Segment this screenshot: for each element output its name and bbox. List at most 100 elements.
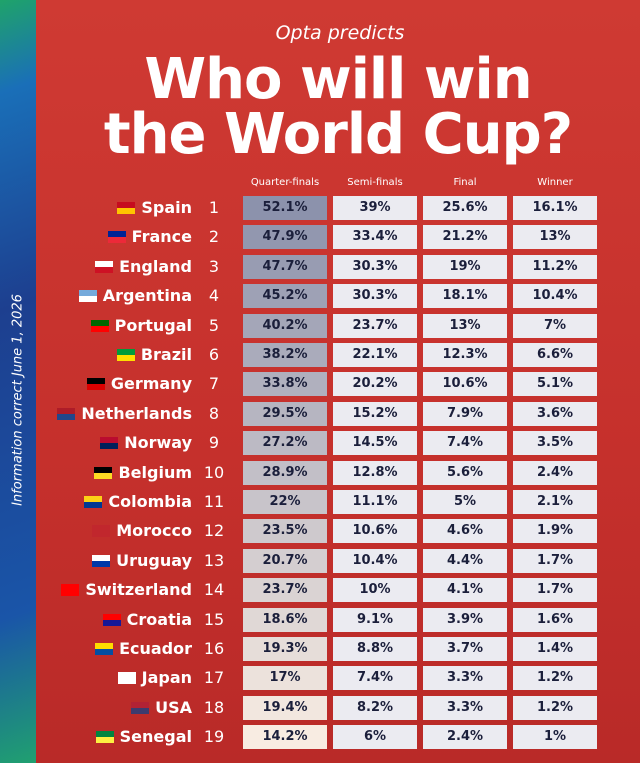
probability-cell: 18.1% — [423, 284, 507, 309]
probability-cell: 10.4% — [333, 548, 417, 573]
column-header: Winner — [537, 177, 573, 188]
rank: 5 — [208, 315, 220, 335]
probability-cell: 52.1% — [243, 196, 327, 220]
probability-cell: 10.4% — [513, 284, 597, 309]
probability-cell: 4.4% — [423, 548, 507, 573]
probability-cell: 29.5% — [243, 401, 327, 426]
rank: 2 — [208, 227, 220, 247]
flag — [100, 437, 118, 450]
rank: 3 — [208, 256, 220, 276]
flag — [118, 672, 136, 685]
probability-cell: 7.4% — [423, 431, 507, 456]
team-name: Ecuador — [119, 639, 192, 658]
probability-cell: 13% — [423, 313, 507, 338]
rank: 1 — [208, 198, 220, 217]
rank: 9 — [208, 433, 220, 453]
rank: 10 — [203, 462, 225, 482]
probability-cell: 2.4% — [513, 460, 597, 485]
column-header: Quarter-finals — [250, 177, 320, 188]
column-header: Final — [453, 177, 477, 188]
probability-cell: 4.6% — [423, 519, 507, 544]
probability-cell: 17% — [243, 666, 327, 691]
side-note: Information correct June 1, 2026 — [10, 294, 26, 506]
probability-cell: 21.2% — [423, 225, 507, 250]
flag — [131, 701, 149, 714]
rank: 4 — [208, 286, 220, 306]
probability-cell: 47.9% — [243, 225, 327, 250]
probability-cell: 10% — [333, 578, 417, 603]
flag — [94, 466, 112, 479]
team-name: Croatia — [126, 609, 192, 629]
probability-cell: 1.4% — [513, 637, 597, 661]
team-name: Colombia — [108, 492, 192, 511]
rank: 16 — [203, 639, 225, 658]
probability-cell: 1% — [513, 725, 597, 750]
side-strip — [0, 0, 36, 763]
probability-cell: 20.2% — [333, 372, 417, 397]
rank: 12 — [203, 521, 225, 541]
probability-cell: 6% — [333, 725, 417, 750]
kicker: Opta predicts — [275, 22, 405, 44]
probability-cell: 11.1% — [333, 490, 417, 514]
probability-cell: 3.6% — [513, 401, 597, 426]
probability-cell: 30.3% — [333, 254, 417, 279]
flag — [79, 290, 97, 303]
probability-cell: 33.4% — [333, 225, 417, 250]
rank: 19 — [203, 727, 225, 747]
probability-cell: 18.6% — [243, 607, 327, 632]
team-name: Japan — [141, 668, 192, 688]
column-header: Semi-finals — [347, 177, 403, 188]
probability-cell: 8.2% — [333, 695, 417, 720]
probability-cell: 3.9% — [423, 607, 507, 632]
flag — [95, 260, 113, 273]
probability-cell: 14.2% — [243, 725, 327, 750]
probability-cell: 3.5% — [513, 431, 597, 456]
probability-cell: 7.4% — [333, 666, 417, 691]
team-name: Switzerland — [85, 580, 192, 600]
flag — [92, 554, 110, 567]
team-name: Germany — [110, 374, 192, 394]
probability-cell: 10.6% — [333, 519, 417, 544]
probability-cell: 25.6% — [423, 196, 507, 220]
team-name: Morocco — [116, 521, 192, 541]
probability-cell: 45.2% — [243, 284, 327, 309]
probability-cell: 1.2% — [513, 695, 597, 720]
probability-cell: 5.1% — [513, 372, 597, 397]
probability-cell: 15.2% — [333, 401, 417, 426]
flag — [91, 319, 109, 332]
rank: 7 — [208, 374, 220, 394]
probability-cell: 12.8% — [333, 460, 417, 485]
team-name: Senegal — [119, 727, 192, 747]
flag — [61, 584, 79, 597]
probability-cell: 3.7% — [423, 637, 507, 661]
probability-cell: 1.6% — [513, 607, 597, 632]
probability-cell: 7% — [513, 313, 597, 338]
probability-cell: 40.2% — [243, 313, 327, 338]
probability-cell: 23.7% — [243, 578, 327, 603]
probability-cell: 22.1% — [333, 343, 417, 367]
rank: 14 — [203, 580, 225, 600]
team-name: Norway — [124, 433, 192, 453]
title: Who will win — [144, 47, 532, 112]
flag — [57, 407, 75, 420]
flag — [117, 202, 135, 214]
probability-cell: 13% — [513, 225, 597, 250]
team-name: Argentina — [102, 286, 192, 306]
probability-cell: 16.1% — [513, 196, 597, 220]
probability-cell: 2.4% — [423, 725, 507, 750]
probability-cell: 10.6% — [423, 372, 507, 397]
probability-cell: 1.7% — [513, 578, 597, 603]
probability-cell: 47.7% — [243, 254, 327, 279]
team-name: USA — [155, 697, 192, 717]
team-name: Belgium — [118, 462, 192, 482]
probability-cell: 8.8% — [333, 637, 417, 661]
flag — [84, 496, 102, 508]
probability-cell: 1.2% — [513, 666, 597, 691]
probability-cell: 5.6% — [423, 460, 507, 485]
probability-cell: 30.3% — [333, 284, 417, 309]
probability-cell: 14.5% — [333, 431, 417, 456]
probability-cell: 6.6% — [513, 343, 597, 367]
probability-cell: 28.9% — [243, 460, 327, 485]
probability-cell: 27.2% — [243, 431, 327, 456]
